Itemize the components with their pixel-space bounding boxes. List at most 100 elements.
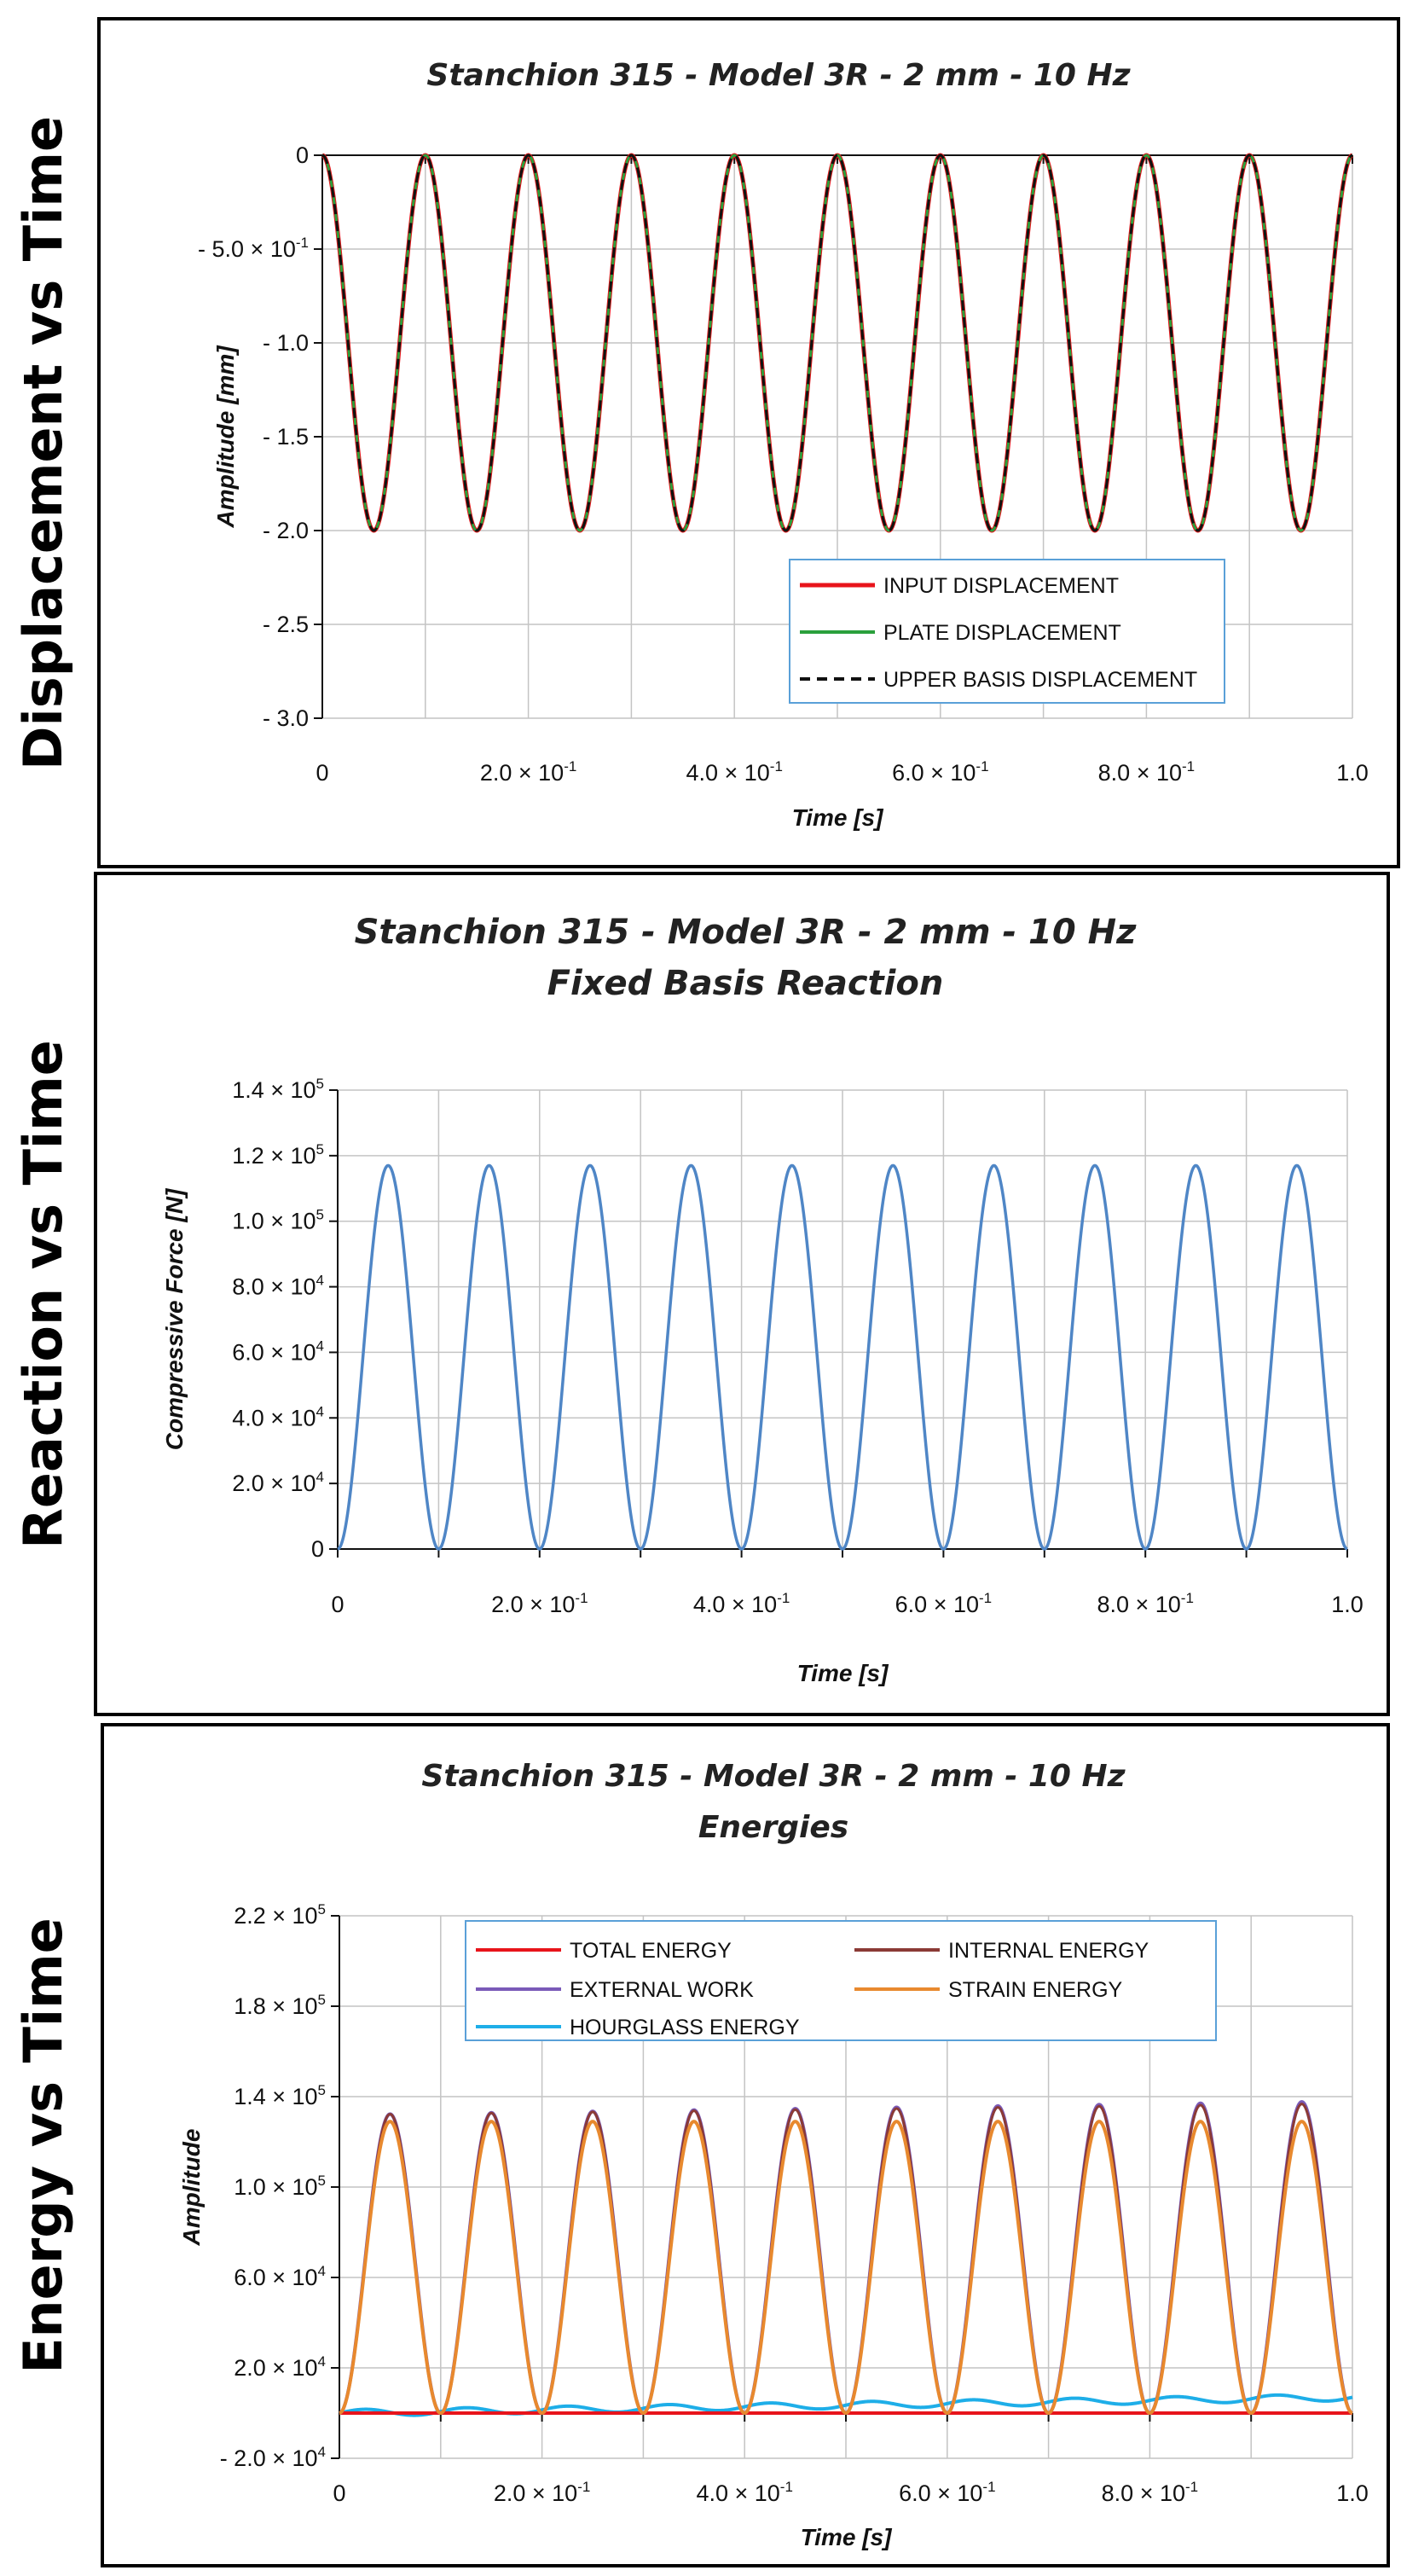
reaction-chart-panel: Stanchion 315 - Model 3R - 2 mm - 10 Hz F… bbox=[94, 872, 1390, 1716]
reaction-series-fixed-basis-reaction bbox=[337, 1163, 1348, 1551]
displacement-ytick-label-2: - 1.0 bbox=[263, 330, 309, 356]
energy-xtick-label-1-exp: -1 bbox=[577, 2479, 590, 2495]
energy-xtick-label-2-exp: -1 bbox=[780, 2479, 793, 2495]
energy-ytick-label-6: 2.2 × 105 bbox=[234, 1901, 326, 1929]
displacement-series-upper-basis-displacement bbox=[321, 154, 1353, 532]
energy-legend-label-3: STRAIN ENERGY bbox=[948, 1978, 1123, 2002]
reaction-xtick-label-2-exp: -1 bbox=[777, 1590, 790, 1606]
reaction-xtick-label-1-exp: -1 bbox=[575, 1590, 588, 1606]
energy-subtitle: Energies bbox=[698, 1810, 848, 1845]
reaction-ytick-label-6: 1.2 × 105 bbox=[232, 1141, 324, 1169]
reaction-ytick-label-2-exp: 4 bbox=[316, 1403, 324, 1419]
reaction-ytick-label-1: 2.0 × 104 bbox=[232, 1469, 324, 1496]
displacement-xtick-label-1: 2.0 × 10-1 bbox=[480, 758, 576, 786]
displacement-ytick-label-1-exp: -1 bbox=[296, 235, 309, 251]
reaction-ytick-label-5-exp: 5 bbox=[316, 1207, 324, 1223]
energy-ytick-label-6-exp: 5 bbox=[318, 1901, 326, 1917]
displacement-chart: Stanchion 315 - Model 3R - 2 mm - 10 Hz 0… bbox=[198, 58, 1369, 831]
energy-ytick-label-4-exp: 5 bbox=[318, 2082, 326, 2098]
reaction-xtick-label-1: 2.0 × 10-1 bbox=[491, 1590, 588, 1617]
energy-legend-box bbox=[465, 1920, 1217, 2041]
energy-ytick-label-5: 1.8 × 105 bbox=[234, 1992, 326, 2019]
side-label-reaction: Reaction vs Time bbox=[0, 872, 85, 1716]
displacement-y-axis-title: Amplitude [mm] bbox=[212, 345, 239, 529]
displacement-xtick-label-0: 0 bbox=[316, 760, 328, 786]
energy-ytick-label-5-exp: 5 bbox=[318, 1992, 326, 2008]
energy-ytick-label-3: 1.0 × 105 bbox=[234, 2173, 326, 2200]
energy-xtick-label-4: 8.0 × 10-1 bbox=[1102, 2479, 1198, 2506]
displacement-legend-label-2: UPPER BASIS DISPLACEMENT bbox=[883, 668, 1197, 692]
energy-chart: Stanchion 315 - Model 3R - 2 mm - 10 Hz E… bbox=[178, 1759, 1369, 2550]
displacement-legend-label-1: PLATE DISPLACEMENT bbox=[883, 621, 1121, 645]
reaction-xtick-label-3: 6.0 × 10-1 bbox=[895, 1590, 992, 1617]
displacement-xtick-label-2: 4.0 × 10-1 bbox=[686, 758, 782, 786]
energy-ytick-label-0-exp: 4 bbox=[318, 2444, 326, 2460]
displacement-legend-label-0: INPUT DISPLACEMENT bbox=[883, 574, 1119, 598]
energy-legend-label-0: TOTAL ENERGY bbox=[570, 1939, 732, 1963]
displacement-ytick-label-4: - 2.0 bbox=[263, 518, 309, 543]
reaction-chart: Stanchion 315 - Model 3R - 2 mm - 10 Hz F… bbox=[161, 913, 1364, 1686]
energy-ytick-label-1: 2.0 × 104 bbox=[234, 2353, 326, 2381]
reaction-xtick-label-4: 8.0 × 10-1 bbox=[1097, 1590, 1193, 1617]
reaction-title: Stanchion 315 - Model 3R - 2 mm - 10 Hz bbox=[355, 913, 1138, 952]
reaction-ytick-label-2: 4.0 × 104 bbox=[232, 1403, 324, 1430]
reaction-xtick-label-2: 4.0 × 10-1 bbox=[693, 1590, 790, 1617]
energy-legend-label-1: INTERNAL ENERGY bbox=[948, 1939, 1149, 1963]
reaction-ytick-label-7-exp: 5 bbox=[316, 1076, 324, 1092]
energy-xtick-label-3-exp: -1 bbox=[982, 2479, 995, 2495]
energy-ytick-label-1-exp: 4 bbox=[318, 2353, 326, 2370]
reaction-ytick-label-4: 8.0 × 104 bbox=[232, 1273, 324, 1300]
reaction-subtitle: Fixed Basis Reaction bbox=[547, 964, 944, 1003]
side-label-displacement: Displacement vs Time bbox=[0, 17, 85, 868]
energy-ytick-label-4: 1.4 × 105 bbox=[234, 2082, 326, 2109]
reaction-xtick-label-5: 1.0 bbox=[1331, 1592, 1364, 1617]
displacement-ytick-label-3: - 1.5 bbox=[263, 424, 309, 450]
energy-xtick-label-3: 6.0 × 10-1 bbox=[899, 2479, 995, 2506]
side-label-energy-text: Energy vs Time bbox=[11, 1917, 74, 2374]
displacement-xtick-label-1-exp: -1 bbox=[564, 758, 576, 775]
displacement-xtick-label-3-exp: -1 bbox=[976, 758, 988, 775]
energy-title: Stanchion 315 - Model 3R - 2 mm - 10 Hz bbox=[421, 1759, 1126, 1794]
displacement-xtick-label-4-exp: -1 bbox=[1182, 758, 1195, 775]
energy-ytick-label-0: - 2.0 × 104 bbox=[220, 2444, 326, 2471]
energy-series-strain-energy bbox=[338, 2120, 1354, 2415]
displacement-xtick-label-2-exp: -1 bbox=[770, 758, 783, 775]
energy-chart-panel: Stanchion 315 - Model 3R - 2 mm - 10 Hz E… bbox=[101, 1723, 1390, 2567]
energy-ytick-label-2-exp: 4 bbox=[318, 2263, 326, 2279]
energy-xtick-label-4-exp: -1 bbox=[1185, 2479, 1198, 2495]
reaction-xtick-label-3-exp: -1 bbox=[979, 1590, 992, 1606]
energy-ytick-label-3-exp: 5 bbox=[318, 2173, 326, 2189]
displacement-ytick-label-0: 0 bbox=[296, 142, 309, 168]
reaction-x-axis-title: Time [s] bbox=[797, 1660, 890, 1686]
side-label-reaction-text: Reaction vs Time bbox=[11, 1039, 74, 1549]
reaction-ytick-label-7: 1.4 × 105 bbox=[232, 1076, 324, 1103]
reaction-ytick-label-3: 6.0 × 104 bbox=[232, 1337, 324, 1365]
displacement-ytick-label-5: - 2.5 bbox=[263, 612, 309, 637]
energy-ytick-label-2: 6.0 × 104 bbox=[234, 2263, 326, 2290]
reaction-ytick-label-4-exp: 4 bbox=[316, 1273, 324, 1289]
energy-xtick-label-5: 1.0 bbox=[1336, 2480, 1369, 2506]
reaction-ytick-label-5: 1.0 × 105 bbox=[232, 1207, 324, 1234]
displacement-x-axis-title: Time [s] bbox=[792, 804, 885, 831]
energy-x-axis-title: Time [s] bbox=[801, 2524, 894, 2550]
energy-xtick-label-2: 4.0 × 10-1 bbox=[696, 2479, 792, 2506]
displacement-xtick-label-3: 6.0 × 10-1 bbox=[892, 758, 988, 786]
reaction-y-axis-title: Compressive Force [N] bbox=[161, 1187, 188, 1450]
energy-legend-label-2: EXTERNAL WORK bbox=[570, 1978, 754, 2002]
reaction-ytick-label-0: 0 bbox=[311, 1536, 324, 1562]
reaction-ytick-label-6-exp: 5 bbox=[316, 1141, 324, 1157]
side-label-energy: Energy vs Time bbox=[0, 1723, 85, 2567]
displacement-ytick-label-6: - 3.0 bbox=[263, 705, 309, 731]
side-label-displacement-text: Displacement vs Time bbox=[11, 115, 74, 770]
energy-xtick-label-1: 2.0 × 10-1 bbox=[494, 2479, 590, 2506]
displacement-xtick-label-5: 1.0 bbox=[1336, 760, 1369, 786]
reaction-ytick-label-3-exp: 4 bbox=[316, 1337, 324, 1354]
displacement-chart-panel: Stanchion 315 - Model 3R - 2 mm - 10 Hz 0… bbox=[97, 17, 1400, 868]
reaction-xtick-label-4-exp: -1 bbox=[1181, 1590, 1194, 1606]
displacement-xtick-label-4: 8.0 × 10-1 bbox=[1098, 758, 1195, 786]
energy-xtick-label-0: 0 bbox=[333, 2480, 345, 2506]
energy-y-axis-title: Amplitude bbox=[178, 2129, 205, 2247]
reaction-xtick-label-0: 0 bbox=[331, 1592, 344, 1617]
energy-legend-label-4: HOURGLASS ENERGY bbox=[570, 2016, 800, 2039]
reaction-ytick-label-1-exp: 4 bbox=[316, 1469, 324, 1485]
